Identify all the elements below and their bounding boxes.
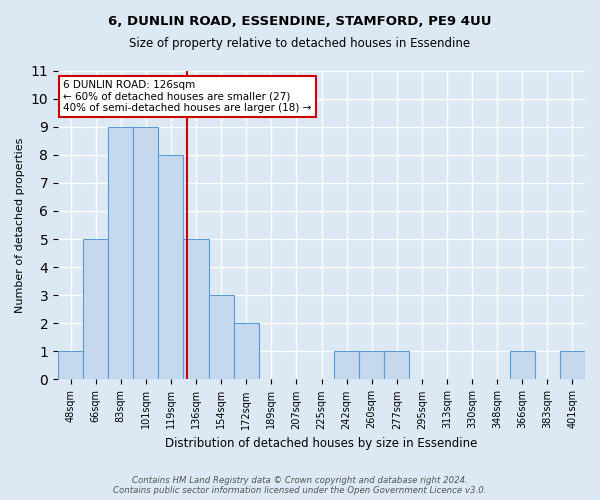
Bar (58, 352, 83, 380)
Bar (133, 126, 158, 380)
X-axis label: Distribution of detached houses by size in Essendine: Distribution of detached houses by size … (166, 437, 478, 450)
Bar (184, 239, 209, 380)
Bar (510, 352, 535, 380)
Y-axis label: Number of detached properties: Number of detached properties (15, 138, 25, 312)
Text: Contains HM Land Registry data © Crown copyright and database right 2024.
Contai: Contains HM Land Registry data © Crown c… (113, 476, 487, 495)
Bar (209, 295, 233, 380)
Text: 6 DUNLIN ROAD: 126sqm
← 60% of detached houses are smaller (27)
40% of semi-deta: 6 DUNLIN ROAD: 126sqm ← 60% of detached … (63, 80, 311, 113)
Bar (560, 352, 585, 380)
Bar (384, 352, 409, 380)
Bar (108, 126, 133, 380)
Text: Size of property relative to detached houses in Essendine: Size of property relative to detached ho… (130, 38, 470, 51)
Bar (233, 324, 259, 380)
Text: 6, DUNLIN ROAD, ESSENDINE, STAMFORD, PE9 4UU: 6, DUNLIN ROAD, ESSENDINE, STAMFORD, PE9… (108, 15, 492, 28)
Bar (158, 155, 184, 380)
Bar (359, 352, 384, 380)
Bar (83, 239, 108, 380)
Bar (334, 352, 359, 380)
